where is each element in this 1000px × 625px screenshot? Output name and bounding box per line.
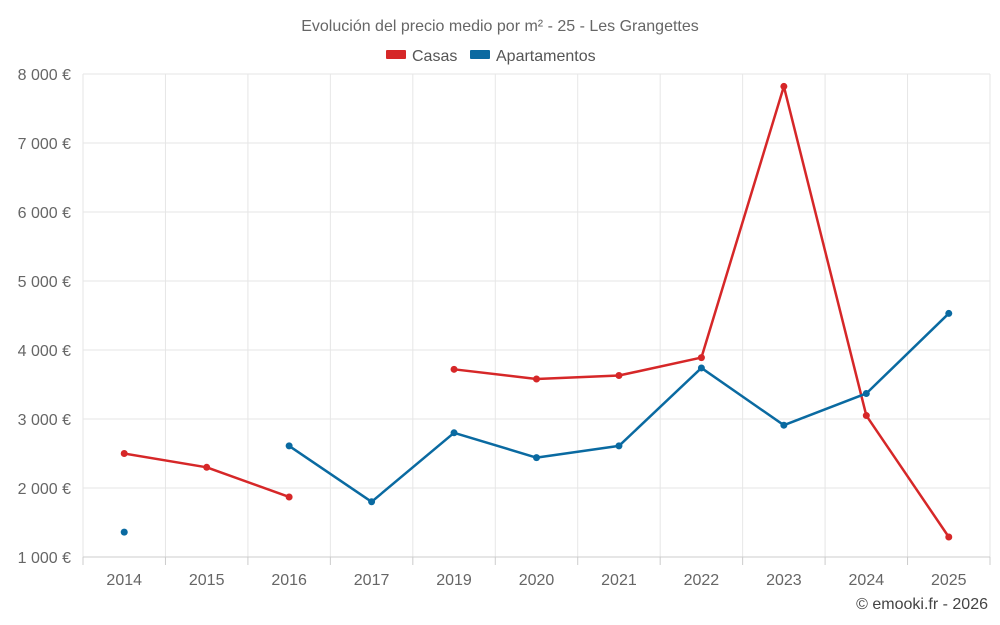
chart-title: Evolución del precio medio por m² - 25 -… [301,18,699,35]
legend-swatch-apartamentos [470,50,490,59]
legend: Casas Apartamentos [386,48,596,65]
data-point[interactable] [945,533,953,541]
series-casas [120,82,953,541]
x-tick-label: 2024 [849,572,885,589]
legend-item-apartamentos[interactable]: Apartamentos [470,48,596,65]
x-tick-label: 2025 [931,572,967,589]
credit-text[interactable]: © emooki.fr - 2026 [856,596,988,613]
series-line [288,312,950,504]
data-point[interactable] [533,454,540,462]
x-tick-label: 2019 [436,572,472,589]
y-tick-label: 5 000 € [18,274,71,291]
data-point[interactable] [285,442,293,450]
x-tick-label: 2022 [684,572,720,589]
y-tick-label: 7 000 € [18,136,71,153]
x-tick-label: 2015 [189,572,225,589]
data-point[interactable] [862,412,870,420]
data-point[interactable] [615,442,623,450]
data-point[interactable] [203,463,211,471]
series-line [124,452,290,499]
data-point[interactable] [450,429,458,437]
legend-label-casas: Casas [412,48,457,65]
data-point[interactable] [450,365,458,373]
x-tick-label: 2014 [106,572,142,589]
data-point[interactable] [780,82,788,90]
x-tick-label: 2023 [766,572,802,589]
legend-label-apartamentos: Apartamentos [496,48,596,65]
data-point[interactable] [285,493,293,501]
series-layer [120,82,953,541]
series-apartamentos [120,309,953,536]
data-point[interactable] [120,450,128,457]
x-tick-label: 2017 [354,572,390,589]
y-tick-label: 2 000 € [18,481,71,498]
y-tick-label: 3 000 € [18,412,71,429]
axes: 1 000 € 2 000 € 3 000 € 4 000 € 5 000 € 6 000… [18,67,991,589]
data-point[interactable] [945,309,953,317]
x-tick-label: 2021 [601,572,637,589]
data-point[interactable] [862,389,870,397]
data-point[interactable] [697,354,705,362]
data-point[interactable] [615,372,623,380]
legend-swatch-casas [386,50,406,59]
y-tick-label: 8 000 € [18,67,71,84]
data-point[interactable] [533,375,540,383]
x-tick-label: 2016 [271,572,307,589]
data-point[interactable] [368,498,376,506]
grid [82,73,991,558]
y-tick-label: 1 000 € [18,550,71,567]
series-line [453,85,950,538]
data-point[interactable] [780,421,788,429]
legend-item-casas[interactable]: Casas [386,48,457,65]
data-point[interactable] [697,364,705,372]
y-tick-label: 6 000 € [18,205,71,222]
data-point[interactable] [120,528,128,536]
y-tick-label: 4 000 € [18,343,71,360]
x-tick-label: 2020 [519,572,555,589]
